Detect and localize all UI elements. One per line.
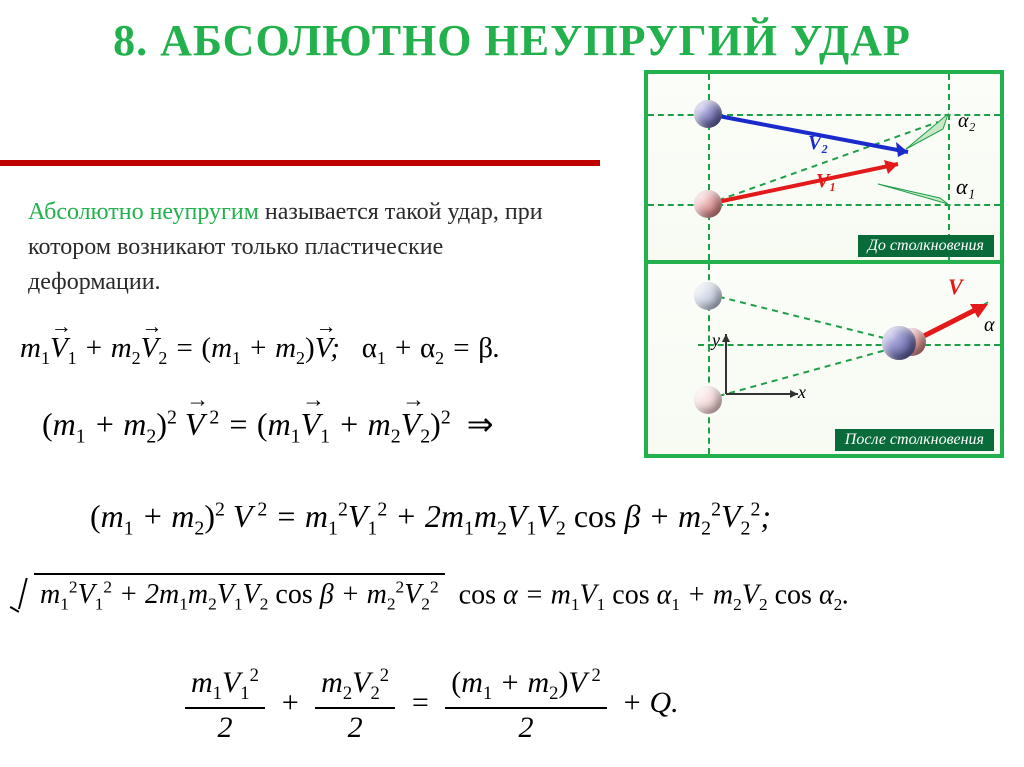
equation-2: (m1 + m2)2 V 2 = (m1V1 + m2V2)2 ⇒: [42, 405, 494, 448]
equation-5: m1V122 + m2V222 = (m1 + m2)V 22 + Q.: [185, 665, 679, 745]
equation-3: (m1 + m2)2 V 2 = m12V12 + 2m1m2V1V2 cos …: [90, 498, 771, 540]
label-a: α: [984, 314, 995, 337]
page-title: 8. АБСОЛЮТНО НЕУПРУГИЙ УДАР: [0, 0, 1024, 64]
ball-pink-icon: [694, 190, 722, 218]
equation-4: m12V12 + 2m1m2V1V2 cos β + m22V22 cos α …: [18, 578, 849, 615]
label-v1: V₁: [816, 170, 836, 193]
ball-pink-faded-icon: [694, 386, 722, 414]
ball-merged-blue-icon: [882, 326, 916, 360]
diagram-panel: V₂ V₁ α₂ α₁ До столкновения V α x y: [644, 70, 1004, 458]
label-v2: V₂: [808, 132, 828, 155]
label-a1: α₁: [956, 174, 975, 200]
label-y: y: [712, 330, 720, 351]
label-a2: α₂: [958, 110, 975, 133]
diagram-after: V α x y После столкновения: [648, 264, 1000, 454]
diagram-before: V₂ V₁ α₂ α₁ До столкновения: [648, 74, 1000, 264]
ball-blue-faded-icon: [694, 282, 722, 310]
title-underline: [0, 160, 600, 166]
caption-before: До столкновения: [858, 235, 994, 257]
ball-blue-icon: [694, 100, 722, 128]
definition-paragraph: Абсолютно неупругим называется такой уда…: [28, 195, 568, 299]
term-highlight: Абсолютно неупругим: [28, 199, 259, 225]
caption-after: После столкновения: [835, 429, 994, 451]
label-v: V: [948, 274, 963, 300]
equation-1: m1V1 + m2V2 = (m1 + m2)V; α1 + α2 = β.: [20, 332, 500, 369]
label-x: x: [798, 382, 806, 403]
